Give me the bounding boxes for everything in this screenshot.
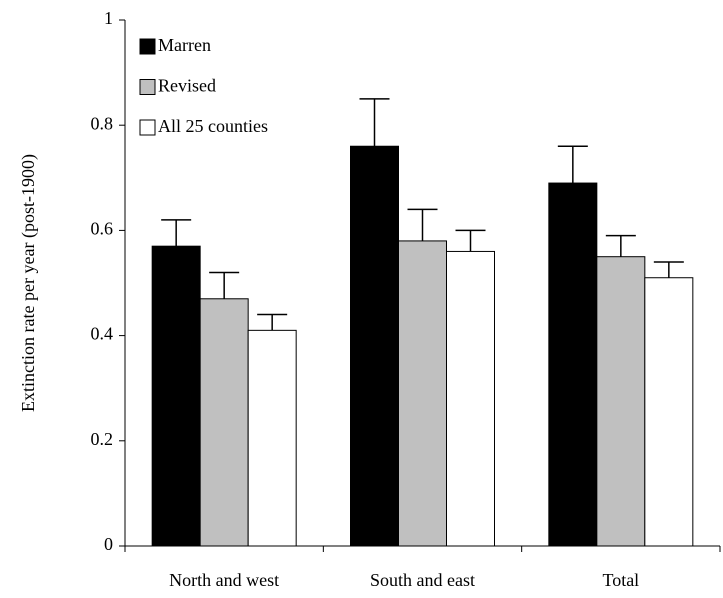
bar: [247, 329, 297, 547]
error-bar: [557, 145, 588, 184]
error-bar: [209, 271, 240, 299]
bar: [398, 240, 447, 547]
error-bar: [161, 219, 192, 247]
error-bar: [407, 208, 438, 241]
bar: [199, 298, 249, 547]
bar: [596, 256, 646, 547]
legend-swatch: [139, 38, 156, 55]
legend-label: Marren: [158, 35, 211, 55]
error-bar: [257, 313, 288, 331]
bar: [644, 277, 694, 547]
error-bar: [455, 229, 486, 252]
legend-label: Revised: [158, 76, 216, 96]
x-tick-label: North and west: [169, 570, 279, 590]
y-tick-label: 0.6: [91, 219, 114, 239]
y-tick-label: 1: [104, 8, 113, 28]
y-axis-title: Extinction rate per year (post-1900): [18, 154, 39, 412]
y-tick-label: 0: [104, 534, 113, 554]
y-tick-label: 0.8: [91, 113, 114, 133]
bar: [548, 182, 598, 547]
x-tick-label: South and east: [370, 570, 475, 590]
legend-swatch: [139, 119, 156, 136]
bar: [350, 145, 399, 547]
error-bar: [605, 234, 636, 257]
error-bar: [359, 98, 390, 147]
y-tick-label: 0.4: [91, 324, 114, 344]
bar: [446, 250, 495, 547]
legend-swatch: [139, 79, 156, 95]
bar: [151, 245, 201, 547]
error-bar: [653, 261, 684, 278]
x-tick-label: Total: [602, 570, 639, 590]
legend-label: All 25 counties: [158, 116, 268, 136]
y-tick-label: 0.2: [91, 429, 114, 449]
